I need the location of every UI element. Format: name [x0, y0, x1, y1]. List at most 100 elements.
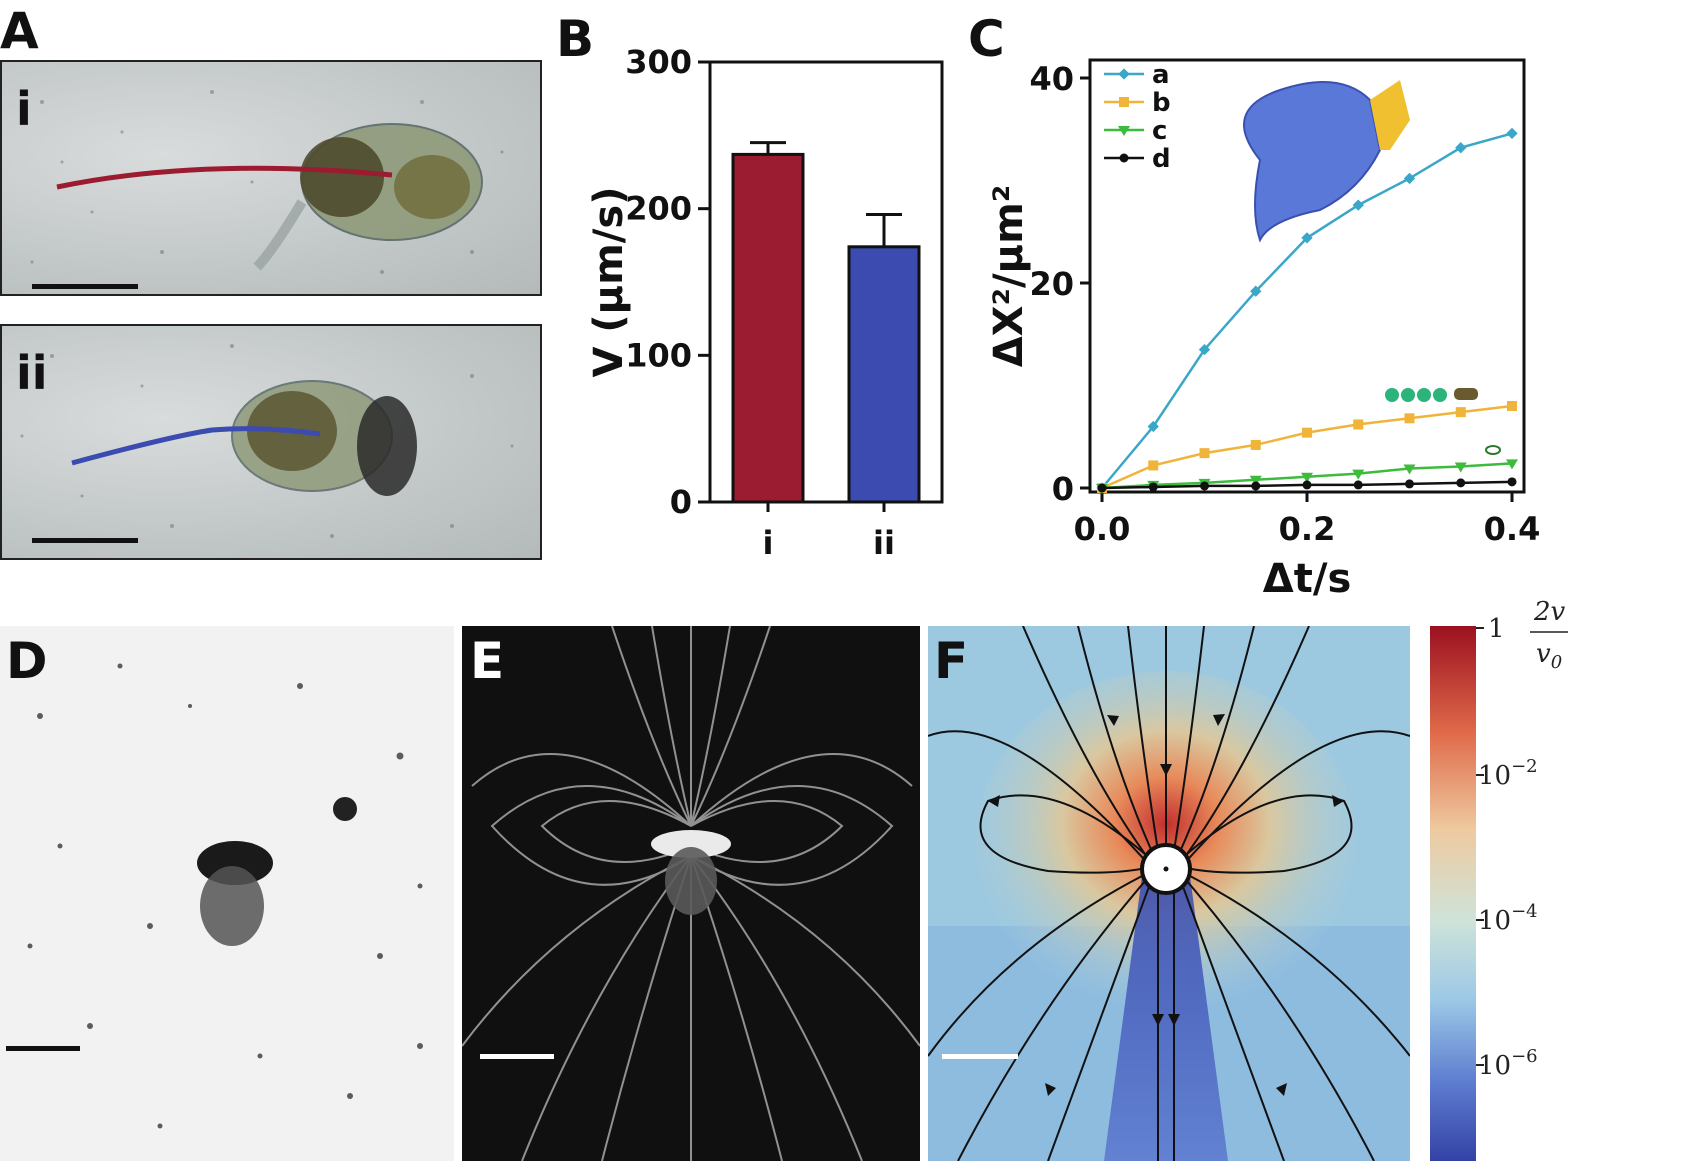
data-point	[1302, 427, 1312, 438]
micrograph-a-i: i	[0, 60, 542, 296]
x-axis-label: Δt/s	[1263, 556, 1352, 600]
image-e	[462, 626, 920, 1161]
bead	[1433, 388, 1447, 402]
image-d-drawing	[6, 663, 423, 1129]
data-point	[1352, 199, 1364, 211]
y-axis-label: V (μm/s)	[586, 187, 632, 378]
flow-field-f	[928, 626, 1410, 1161]
bead	[1401, 388, 1415, 402]
y-tick-label: 300	[625, 43, 692, 81]
y-tick-label: 100	[625, 336, 692, 374]
data-point	[1119, 97, 1129, 107]
data-point	[1118, 126, 1130, 136]
tiny-organism-illustration	[1485, 445, 1501, 455]
series-a	[1096, 127, 1518, 494]
legend-label-c: c	[1152, 116, 1167, 146]
y-tick-label: 0	[1052, 470, 1074, 508]
x-tick-label: 0.2	[1279, 510, 1336, 548]
data-point	[1352, 469, 1365, 480]
colorbar-tick-3: 10−6	[1478, 1046, 1538, 1081]
panel-label-d: D	[6, 632, 48, 690]
microbead-illustration	[1385, 388, 1478, 402]
cell-body	[1243, 81, 1382, 243]
data-point	[1148, 460, 1159, 471]
data-point	[1302, 480, 1312, 490]
legend-label-b: b	[1152, 88, 1171, 118]
x-tick-label: 0.4	[1484, 510, 1541, 548]
bar-i	[731, 152, 805, 504]
image-d	[0, 626, 454, 1161]
bead	[1417, 388, 1431, 402]
data-point	[1148, 482, 1158, 492]
data-point	[1199, 448, 1210, 459]
flow-field-f-drawing	[928, 626, 1410, 1161]
colorbar-label-numerator: 2v	[1533, 597, 1566, 627]
data-point	[1250, 285, 1262, 297]
y-tick-label: 0	[670, 483, 692, 521]
micrograph-a-i-drawing	[30, 90, 504, 289]
series-c	[1096, 459, 1518, 494]
y-tick-label: 20	[1029, 265, 1074, 303]
x-tick-label: 0.0	[1074, 510, 1131, 548]
data-point	[1147, 420, 1159, 433]
data-point	[1455, 407, 1466, 418]
data-point	[1507, 401, 1517, 411]
cilia-band	[1370, 80, 1410, 150]
data-point	[1251, 481, 1261, 491]
image-e-drawing	[462, 626, 920, 1161]
trajectory-ii	[71, 426, 321, 466]
panel-label-f: F	[934, 632, 969, 690]
bead-head	[1454, 388, 1478, 400]
data-point	[1403, 172, 1416, 185]
legend-label-a: a	[1152, 60, 1170, 90]
data-point	[1119, 153, 1129, 163]
data-point	[1405, 479, 1414, 489]
colorbar-tick-1: 10−2	[1478, 756, 1538, 791]
data-point	[1249, 475, 1262, 486]
data-point	[1404, 413, 1415, 424]
y-tick-label: 40	[1029, 60, 1074, 98]
bar-ii	[847, 245, 921, 504]
panel-label-b: B	[556, 10, 595, 68]
data-point	[1506, 127, 1518, 140]
data-point	[1301, 232, 1313, 244]
data-point	[1353, 480, 1363, 490]
subpanel-label-ii: ii	[16, 346, 48, 400]
panel-label-e: E	[470, 632, 505, 690]
data-point	[1118, 68, 1130, 80]
legend-label-d: d	[1152, 144, 1171, 174]
data-point	[1403, 464, 1416, 475]
panel-label-c: C	[968, 10, 1005, 68]
data-point	[1250, 439, 1261, 450]
micrograph-a-ii-drawing	[20, 344, 514, 543]
colorbar-label-denominator: v0	[1536, 639, 1562, 673]
micrograph-a-ii: ii	[0, 324, 542, 560]
panel-label-a: A	[0, 2, 39, 60]
cell-illustration	[1243, 80, 1410, 243]
colorbar-tick-0: 1	[1488, 614, 1505, 644]
data-point	[1456, 478, 1466, 488]
data-point	[1198, 343, 1211, 356]
bead	[1385, 388, 1399, 402]
data-point	[1454, 462, 1467, 473]
data-point	[1455, 142, 1467, 154]
data-point	[1506, 459, 1518, 470]
colorbar-tick-2: 10−4	[1478, 901, 1538, 936]
y-axis-label: ΔX²/μm²	[986, 185, 1032, 368]
data-point	[1507, 477, 1517, 487]
trajectory-i	[56, 165, 393, 190]
colorbar-gradient	[1430, 626, 1476, 1161]
data-point	[1353, 419, 1364, 430]
x-tick-label: i	[763, 524, 774, 562]
y-tick-label: 200	[625, 190, 692, 228]
x-tick-label: ii	[873, 524, 895, 562]
data-point	[1097, 483, 1107, 493]
data-point	[1200, 481, 1209, 491]
plot-frame-b	[708, 60, 944, 504]
subpanel-label-i: i	[16, 82, 32, 136]
data-point	[1301, 472, 1313, 483]
colorbar: 1 10−2 10−4 10−6 2v v0	[1430, 597, 1568, 1161]
series-d	[1097, 477, 1517, 493]
